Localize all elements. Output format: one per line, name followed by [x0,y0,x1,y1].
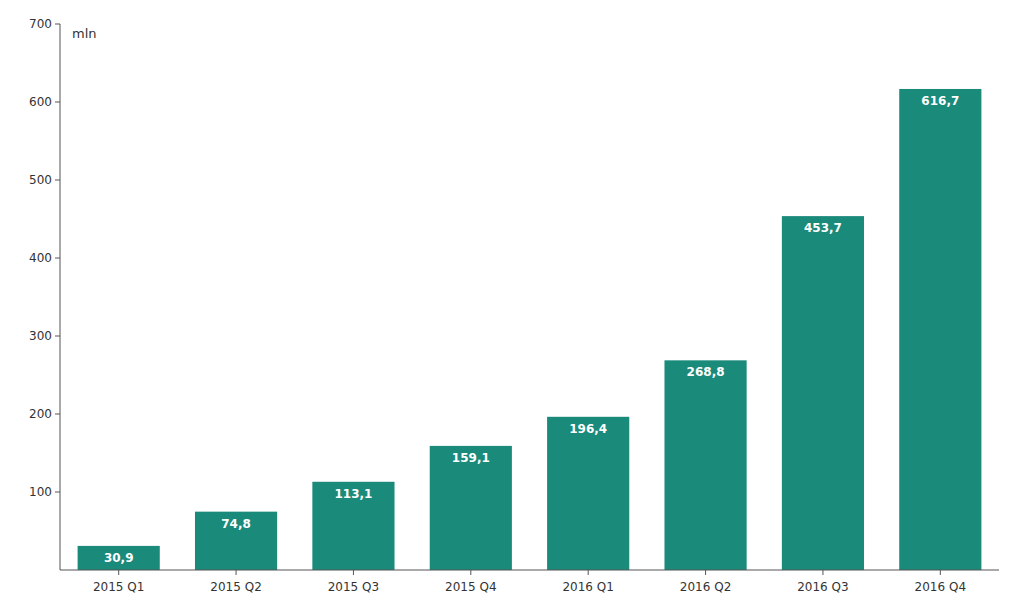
y-tick-label: 300 [29,329,52,343]
y-tick-label: 700 [29,17,52,31]
data-label: 74,8 [221,517,251,531]
y-tick [55,336,60,337]
y-tick-label: 400 [29,251,52,265]
x-tick-label: 2015 Q1 [93,580,144,594]
x-tick-label: 2015 Q2 [210,580,261,594]
y-tick-label: 600 [29,95,52,109]
y-tick [55,258,60,259]
data-label: 113,1 [334,487,372,501]
y-tick [55,24,60,25]
x-tick [588,570,589,575]
x-tick [940,570,941,575]
x-tick [353,570,354,575]
x-tick-label: 2016 Q3 [797,580,848,594]
data-label: 159,1 [452,451,490,465]
x-tick [705,570,706,575]
y-tick [55,102,60,103]
y-axis-line [60,24,61,570]
x-axis-line [60,570,999,571]
bar [547,417,629,570]
data-labels: 30,9 74,8 113,1 159,1 196,4 268,8 453,7 616,7 [104,94,959,565]
x-tick [118,570,119,575]
axes: 100 200 300 400 500 600 700 2015 Q1 2015 Q2 2015 … [29,17,999,594]
data-label: 616,7 [921,94,959,108]
chart-svg: 30,974,8113,1159,1196,4268,8453,7616,710… [0,0,1023,614]
x-tick-label: 2015 Q4 [445,580,496,594]
bars [78,89,982,570]
y-tick [55,492,60,493]
chart-container: 30,974,8113,1159,1196,4268,8453,7616,710… [0,0,1023,614]
unit-label: mln [72,26,97,41]
bar [899,89,981,570]
x-tick-label: 2015 Q3 [328,580,379,594]
x-tick [822,570,823,575]
y-tick [55,414,60,415]
x-tick-label: 2016 Q2 [680,580,731,594]
x-tick-label: 2016 Q1 [562,580,613,594]
data-label: 30,9 [104,551,134,565]
bar [664,360,746,570]
y-tick-label: 200 [29,407,52,421]
data-label: 453,7 [804,221,842,235]
y-tick-label: 100 [29,485,52,499]
bar [195,512,277,570]
y-tick [55,180,60,181]
data-label: 268,8 [687,365,725,379]
x-tick [236,570,237,575]
bar [78,546,160,570]
bar [782,216,864,570]
y-tick-label: 500 [29,173,52,187]
data-label: 196,4 [569,422,607,436]
bar [430,446,512,570]
x-tick [470,570,471,575]
bar [312,482,394,570]
x-tick-label: 2016 Q4 [915,580,966,594]
